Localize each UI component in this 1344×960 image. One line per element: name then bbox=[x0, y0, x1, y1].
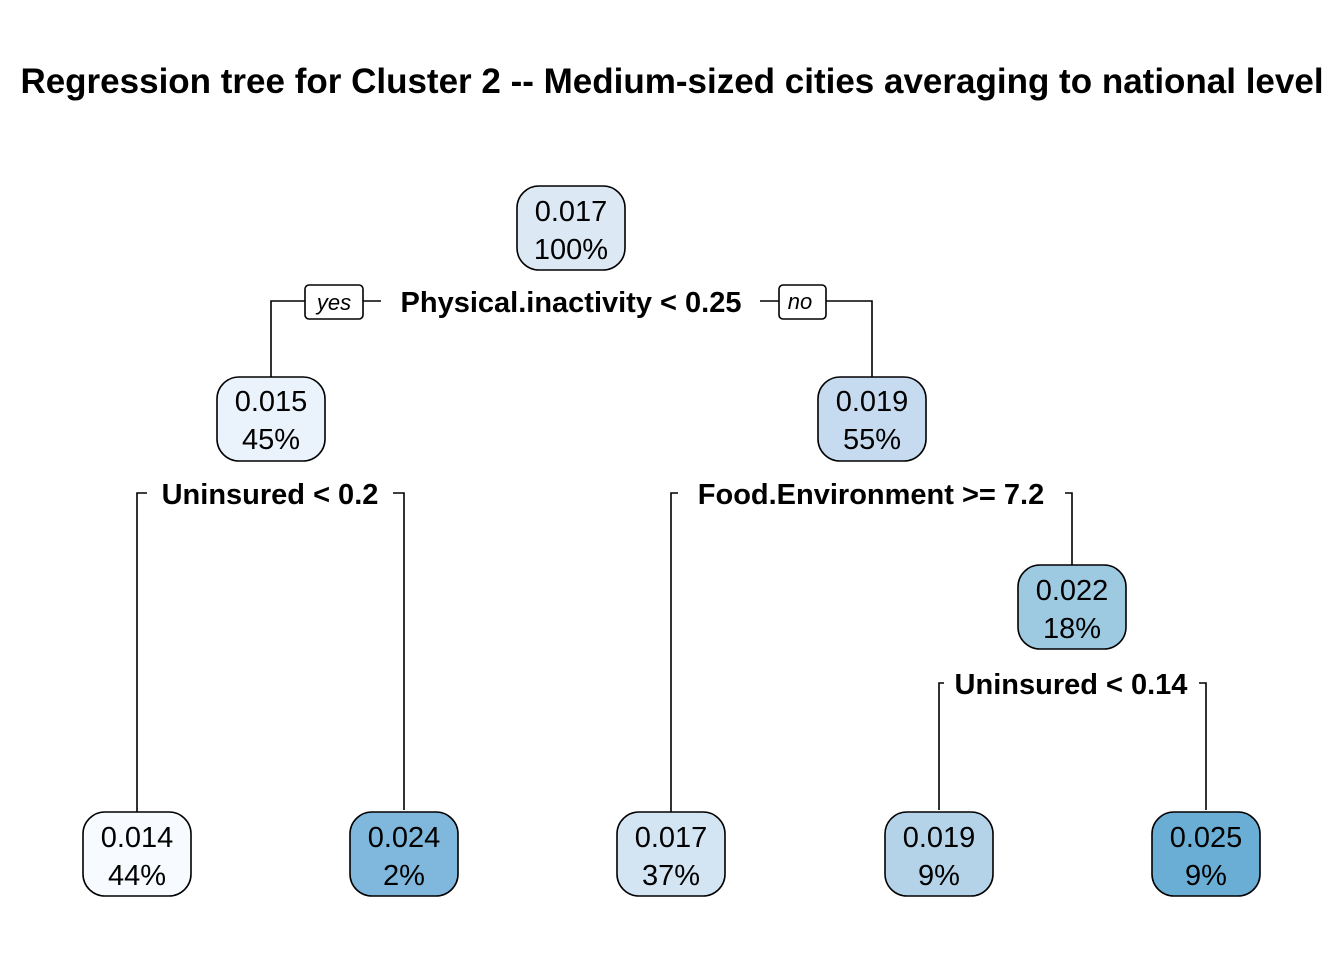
node-left: 0.015 45% bbox=[216, 376, 326, 462]
edge-left-right bbox=[393, 492, 405, 810]
leaf-1-value: 0.014 bbox=[101, 822, 174, 854]
diagram-title: Regression tree for Cluster 2 -- Medium-… bbox=[20, 62, 1323, 101]
leaf-1-box bbox=[82, 811, 192, 897]
leaf-3-value: 0.017 bbox=[635, 822, 708, 854]
leaf-3: 0.017 37% bbox=[616, 811, 726, 897]
leaf-5-value: 0.025 bbox=[1170, 822, 1243, 854]
leaf-1-pct: 44% bbox=[108, 860, 166, 892]
node-root-box bbox=[516, 185, 626, 271]
split-left-label: Uninsured < 0.2 bbox=[162, 479, 379, 511]
leaf-3-box bbox=[616, 811, 726, 897]
tree-edges bbox=[136, 300, 1207, 816]
split-right-right-label: Uninsured < 0.14 bbox=[955, 669, 1188, 701]
node-root: 0.017 100% bbox=[516, 185, 626, 271]
node-root-value: 0.017 bbox=[535, 196, 608, 228]
node-right-pct: 55% bbox=[843, 424, 901, 456]
edge-right-right bbox=[1065, 492, 1073, 565]
node-left-box bbox=[216, 376, 326, 462]
edge-rr-left bbox=[938, 682, 944, 810]
yes-label-box: yes bbox=[304, 284, 364, 320]
leaf-4-pct: 9% bbox=[918, 860, 960, 892]
leaf-5-pct: 9% bbox=[1185, 860, 1227, 892]
node-right-right-box bbox=[1017, 564, 1127, 650]
edge-root-left bbox=[270, 300, 305, 380]
leaf-2-pct: 2% bbox=[383, 860, 425, 892]
node-root-pct: 100% bbox=[534, 234, 608, 266]
leaf-1: 0.014 44% bbox=[82, 811, 192, 897]
node-right-right: 0.022 18% bbox=[1017, 564, 1127, 650]
leaf-5: 0.025 9% bbox=[1151, 811, 1261, 897]
split-right-label: Food.Environment >= 7.2 bbox=[698, 479, 1044, 511]
yes-label: yes bbox=[315, 290, 351, 315]
leaf-4-box bbox=[884, 811, 994, 897]
node-right-value: 0.019 bbox=[836, 386, 909, 418]
edge-rr-right bbox=[1199, 682, 1207, 810]
split-root-label: Physical.inactivity < 0.25 bbox=[401, 287, 742, 319]
no-label-box: no bbox=[778, 284, 827, 320]
leaf-4-value: 0.019 bbox=[903, 822, 976, 854]
leaf-4: 0.019 9% bbox=[884, 811, 994, 897]
node-right: 0.019 55% bbox=[817, 376, 927, 462]
leaf-5-box bbox=[1151, 811, 1261, 897]
node-right-right-pct: 18% bbox=[1043, 613, 1101, 645]
node-left-value: 0.015 bbox=[235, 386, 308, 418]
leaf-3-pct: 37% bbox=[642, 860, 700, 892]
leaf-2-value: 0.024 bbox=[368, 822, 441, 854]
edge-left-left bbox=[136, 492, 147, 816]
edge-right-left bbox=[670, 492, 678, 816]
node-right-box bbox=[817, 376, 927, 462]
edge-root-right bbox=[826, 300, 873, 378]
node-left-pct: 45% bbox=[242, 424, 300, 456]
node-right-right-value: 0.022 bbox=[1036, 575, 1109, 607]
no-label: no bbox=[788, 289, 812, 314]
leaf-2-box bbox=[349, 811, 459, 897]
leaf-2: 0.024 2% bbox=[349, 811, 459, 897]
